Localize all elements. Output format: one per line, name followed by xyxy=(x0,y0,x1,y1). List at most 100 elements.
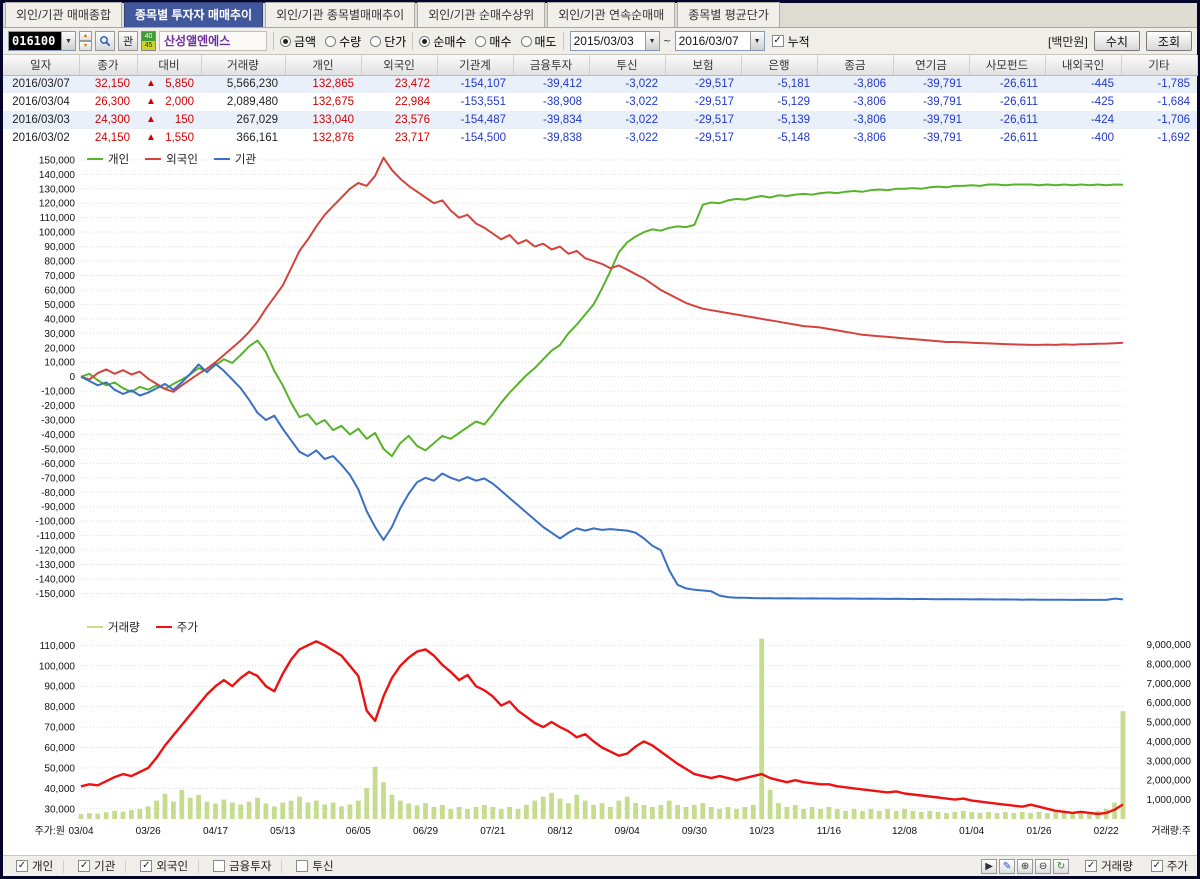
column-header[interactable]: 금융투자 xyxy=(513,55,590,76)
legend-label: 거래량 xyxy=(108,622,140,634)
tab-0[interactable]: 외인/기관 매매종합 xyxy=(5,2,122,27)
overlay-label: 거래량 xyxy=(1101,861,1133,873)
stock-code-stepper[interactable]: ▲ ▼ xyxy=(79,31,92,51)
value-cell: -5,139 xyxy=(777,114,810,126)
trade-type-option[interactable]: 순매수 xyxy=(419,33,466,50)
tab-1[interactable]: 종목별 투자자 매매추이 xyxy=(124,2,264,27)
value-type-option[interactable]: 금액 xyxy=(280,33,316,50)
volume-bar xyxy=(759,638,765,819)
trade-type-option[interactable]: 매도 xyxy=(520,33,557,50)
foreigner-line xyxy=(80,156,1124,393)
chevron-down-icon[interactable]: ▼ xyxy=(644,32,659,50)
series-checkbox[interactable]: ✓ 외국인 xyxy=(140,858,188,874)
chevron-down-icon[interactable]: ▼ xyxy=(749,32,764,50)
volume-bar xyxy=(255,797,260,819)
volume-bar xyxy=(566,803,571,819)
legend-label: 기관 xyxy=(234,154,257,166)
volume-axis-label: 4,000,000 xyxy=(1147,737,1192,748)
legend-item: 개인 xyxy=(87,151,129,167)
value-type-option[interactable]: 수량 xyxy=(325,33,361,50)
column-header[interactable]: 거래량 xyxy=(201,55,286,76)
zoom-in-icon[interactable]: ⊕ xyxy=(1017,858,1034,874)
column-header[interactable]: 개인 xyxy=(285,55,362,76)
table-row[interactable]: 2016/03/03 24,300 ▲ 150 267,029 133,040 23,576… xyxy=(3,111,1197,129)
date-range-separator: ~ xyxy=(663,34,671,48)
stock-search-button[interactable] xyxy=(95,31,115,51)
sub-chart[interactable]: 30,000 40,000 50,000 60,000 70,000 80,000 90,0… xyxy=(3,617,1197,855)
series-checkbox[interactable]: ✓ 기관 xyxy=(78,858,115,874)
volume-bar xyxy=(851,808,857,819)
sub-chart-legend: 거래량 주가 xyxy=(87,619,198,635)
trade-type-option[interactable]: 매수 xyxy=(475,33,512,50)
column-header[interactable]: 기타 xyxy=(1121,55,1198,76)
zoom-out-icon[interactable]: ⊖ xyxy=(1035,858,1052,874)
column-header[interactable]: 외국인 xyxy=(361,55,438,76)
column-header[interactable]: 보험 xyxy=(665,55,742,76)
x-axis-label: 01/04 xyxy=(959,826,984,837)
price-axis-label: 100,000 xyxy=(39,661,76,672)
column-header[interactable]: 대비 xyxy=(137,55,202,76)
volume-bar xyxy=(507,807,512,819)
tab-2[interactable]: 외인/기관 종목별매매추이 xyxy=(265,2,416,27)
spin-down-icon[interactable]: ▼ xyxy=(79,41,92,51)
volume-bar xyxy=(725,807,731,819)
radio-icon xyxy=(475,35,487,47)
numeric-button[interactable]: 수치 xyxy=(1093,31,1140,51)
column-header[interactable]: 은행 xyxy=(741,55,818,76)
series-checkbox[interactable]: 금융투자 xyxy=(213,858,271,874)
volume-bar xyxy=(540,796,546,819)
gwan-button[interactable]: 관 xyxy=(118,31,138,51)
spin-up-icon[interactable]: ▲ xyxy=(79,31,92,41)
y-axis-label: 100,000 xyxy=(39,228,76,239)
overlay-checkbox[interactable]: ✓ 거래량 xyxy=(1085,858,1133,874)
chevron-down-icon[interactable]: ▼ xyxy=(61,32,75,50)
column-header[interactable]: 종금 xyxy=(817,55,894,76)
checkbox-icon: ✓ xyxy=(140,860,153,872)
separator xyxy=(198,859,200,873)
x-axis-label: 06/05 xyxy=(346,826,371,837)
volume-bar xyxy=(187,797,193,819)
change-cell: ▲ 1,550 xyxy=(137,129,201,147)
value-cell: -154,107 xyxy=(460,78,506,91)
table-row[interactable]: 2016/03/07 32,150 ▲ 5,850 5,566,230 132,865 23… xyxy=(3,75,1197,93)
value-cell: -1,785 xyxy=(1157,78,1190,91)
refresh-icon[interactable]: ↻ xyxy=(1053,858,1070,874)
volume-bar xyxy=(280,802,286,819)
volume-bar xyxy=(490,807,496,819)
column-header[interactable]: 연기금 xyxy=(893,55,970,76)
table-header-row: 일자 종가 대비 거래량 개인 외국인 기관계 금융투자 투신 보험 은행 종금 연기금 사모펀드 내외국인… xyxy=(3,55,1198,76)
tab-5[interactable]: 종목별 평균단가 xyxy=(677,2,780,27)
stock-code-input[interactable] xyxy=(9,32,61,50)
volume-bar xyxy=(171,801,176,819)
x-axis-label: 11/16 xyxy=(817,826,842,837)
separator xyxy=(273,32,274,50)
column-header[interactable]: 종가 xyxy=(79,55,138,76)
column-header[interactable]: 내외국인 xyxy=(1045,55,1122,76)
series-checkbox[interactable]: ✓ 개인 xyxy=(16,858,53,874)
column-header[interactable]: 일자 xyxy=(3,55,80,76)
radio-icon xyxy=(280,35,291,47)
trade-type-option-label: 매도 xyxy=(534,34,557,49)
badge-bottom-value: 45 xyxy=(142,41,155,50)
cumulative-checkbox[interactable]: ✓ 누적 xyxy=(771,33,810,50)
column-header[interactable]: 사모펀드 xyxy=(969,55,1046,76)
series-checkbox[interactable]: 투신 xyxy=(296,858,334,874)
date-from-picker[interactable]: 2015/03/03 ▼ xyxy=(569,31,660,51)
table-row[interactable]: 2016/03/04 26,300 ▲ 2,000 2,089,480 132,675 22… xyxy=(3,93,1197,111)
main-chart[interactable]: -150,000 -140,000 -130,000 -120,000 -110,000… xyxy=(3,147,1197,617)
stock-code-combo[interactable]: ▼ xyxy=(8,31,76,51)
column-header[interactable]: 기관계 xyxy=(437,55,514,76)
table-row[interactable]: 2016/03/02 24,150 ▲ 1,550 366,161 132,876 23,7… xyxy=(3,129,1197,147)
date-to-picker[interactable]: 2016/03/07 ▼ xyxy=(674,31,765,51)
pan-right-icon[interactable]: ▶ xyxy=(981,858,998,874)
y-axis-label: -120,000 xyxy=(36,546,76,557)
query-button[interactable]: 조회 xyxy=(1145,31,1192,51)
y-axis-label: 140,000 xyxy=(39,170,76,181)
overlay-checkbox[interactable]: ✓ 주가 xyxy=(1150,858,1188,874)
column-header[interactable]: 투신 xyxy=(589,55,666,76)
volume-bar xyxy=(1070,813,1075,819)
tab-3[interactable]: 외인/기관 순매수상위 xyxy=(417,2,546,27)
value-type-option[interactable]: 단가 xyxy=(370,33,406,50)
tab-4[interactable]: 외인/기관 연속순매매 xyxy=(547,2,676,27)
draw-icon[interactable]: ✎ xyxy=(999,858,1016,874)
